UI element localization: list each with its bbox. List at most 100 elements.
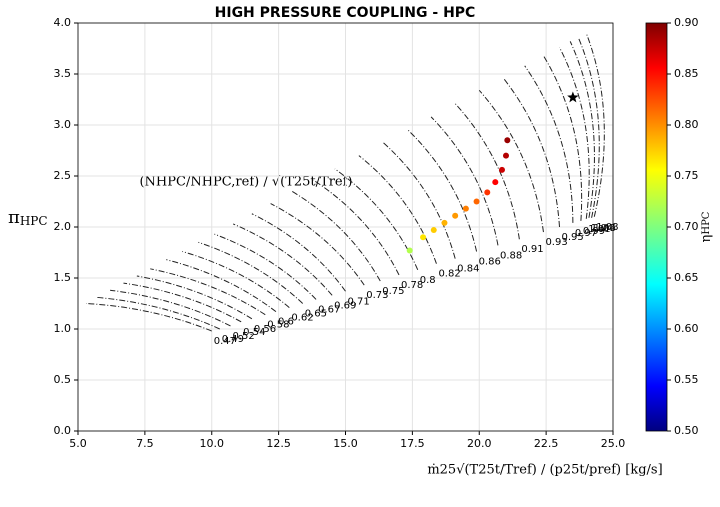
speed-label: 0.65	[305, 309, 327, 320]
colorbar-tick-label: 0.70	[674, 220, 699, 233]
x-tick-label: 22.5	[534, 437, 559, 450]
speed-label: 0.47	[214, 336, 236, 347]
operating-point	[498, 166, 505, 173]
operating-point	[441, 219, 448, 226]
y-tick-label: 0.0	[54, 424, 72, 437]
operating-point	[484, 189, 491, 196]
speed-line	[478, 89, 544, 233]
x-tick-label: 20.0	[467, 437, 492, 450]
speed-label: 0.67	[318, 304, 340, 315]
speed-label: 0.58	[267, 320, 289, 331]
colorbar-tick-label: 0.75	[674, 169, 699, 182]
speed-line	[502, 77, 560, 228]
y-tick-label: 2.5	[54, 169, 72, 182]
operating-point	[430, 227, 437, 234]
speed-line	[577, 37, 600, 218]
speed-label: 0.93	[545, 237, 567, 248]
colorbar-tick-label: 0.55	[674, 373, 699, 386]
operating-point	[504, 137, 511, 144]
y-tick-label: 0.5	[54, 373, 72, 386]
y-label-symbol: π	[8, 207, 20, 228]
operating-point	[492, 179, 499, 186]
plot-frame	[77, 22, 614, 432]
speed-line	[182, 251, 290, 308]
speed-label: 1.01	[588, 224, 610, 235]
speed-line	[313, 179, 400, 276]
speed-label: 0.56	[254, 324, 276, 335]
y-tick-label: 3.5	[54, 67, 72, 80]
speed-line	[569, 41, 595, 218]
speed-line	[166, 259, 277, 313]
speed-label: 0.97	[575, 228, 597, 239]
speed-line	[382, 141, 456, 259]
speed-line	[96, 296, 220, 330]
speed-line	[270, 203, 365, 286]
speed-line	[334, 168, 419, 271]
operating-point	[462, 205, 469, 212]
x-tick-label: 25.0	[601, 437, 626, 450]
speed-label: 0.88	[500, 250, 522, 261]
colorbar-label: ηHPC	[699, 211, 714, 242]
speed-label: 0.54	[243, 327, 265, 338]
speed-line	[85, 303, 212, 332]
speed-line	[251, 213, 346, 292]
operating-point	[452, 212, 459, 219]
x-tick-label: 17.5	[400, 437, 425, 450]
colorbar-tick-label: 0.90	[674, 16, 699, 29]
speed-line	[358, 155, 437, 264]
speed-annotation: (NHPC/NHPC,ref) / √(T25t/Tref)	[139, 175, 352, 190]
colorbar-tick-label: 0.65	[674, 271, 699, 284]
speed-line	[150, 268, 266, 316]
speed-label: 1.04	[591, 223, 613, 234]
speed-line	[291, 190, 381, 282]
y-tick-label: 4.0	[54, 16, 72, 29]
speed-label: 0.95	[562, 232, 584, 243]
speed-label: 0.71	[348, 296, 370, 307]
speed-line	[136, 275, 253, 320]
speed-line	[123, 282, 242, 323]
speed-label: 1.06	[594, 223, 616, 234]
x-tick-label: 10.0	[200, 437, 225, 450]
speed-label: 1.08	[596, 222, 618, 233]
speed-line	[559, 47, 590, 219]
x-tick-label: 12.5	[266, 437, 291, 450]
speed-label: 0.69	[334, 300, 356, 311]
operating-point	[473, 198, 480, 205]
colorbar	[645, 22, 668, 432]
x-tick-label: 5.0	[69, 437, 87, 450]
speed-line	[110, 289, 231, 327]
speed-label: 0.52	[232, 331, 254, 342]
speed-line	[454, 103, 520, 240]
speed-label: 0.8	[420, 275, 436, 286]
speed-line	[406, 128, 478, 252]
design-point	[567, 91, 579, 103]
speed-label: 0.86	[479, 256, 501, 267]
speed-label: 0.82	[438, 269, 460, 280]
speed-line	[430, 116, 499, 246]
speed-label: 0.62	[291, 313, 313, 324]
speed-label: 0.6	[278, 317, 294, 328]
speed-label: 0.73	[366, 290, 388, 301]
y-label-subscript: HPC	[20, 214, 48, 228]
y-tick-label: 1.5	[54, 271, 72, 284]
x-tick-label: 15.0	[333, 437, 358, 450]
speed-line	[214, 233, 317, 300]
speed-line	[524, 65, 574, 223]
speed-line	[585, 33, 605, 217]
speed-label: 0.49	[222, 334, 244, 345]
y-tick-label: 3.0	[54, 118, 72, 131]
c-label-symbol: η	[699, 235, 714, 243]
y-axis-label: πHPC	[8, 207, 48, 228]
c-label-subscript: HPC	[701, 211, 712, 234]
speed-label: 0.99	[583, 226, 605, 237]
y-tick-label: 1.0	[54, 322, 72, 335]
colorbar-tick-label: 0.85	[674, 67, 699, 80]
x-tick-label: 7.5	[136, 437, 154, 450]
operating-point	[503, 152, 509, 159]
speed-label: 0.75	[382, 286, 404, 297]
operating-point	[406, 247, 413, 254]
operating-point	[420, 234, 427, 241]
colorbar-tick-label: 0.60	[674, 322, 699, 335]
speed-label: 0.84	[457, 264, 479, 275]
colorbar-tick-label: 0.50	[674, 424, 699, 437]
